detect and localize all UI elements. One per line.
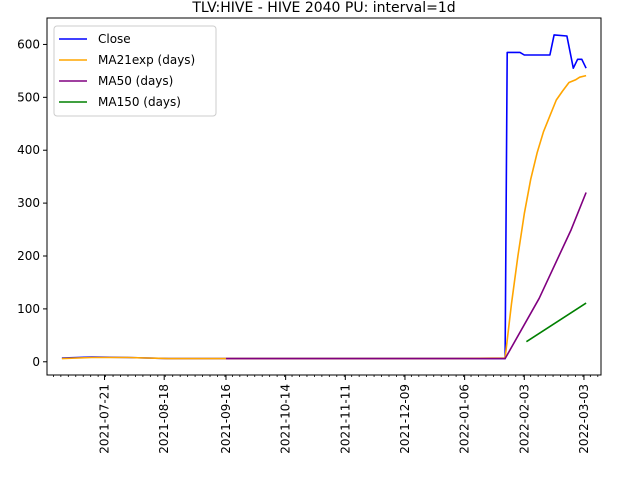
x-tick-label: 2021-12-09 [398,384,412,454]
y-tick-label: 100 [17,302,40,316]
legend-label: MA50 (days) [98,74,173,88]
plot-frame [46,17,602,376]
legend-box [53,25,217,117]
x-tick-label: 2022-03-03 [577,384,591,454]
y-tick-label: 0 [32,355,40,369]
x-tick-label: 2021-09-16 [219,384,233,454]
series-line-ma50 [226,192,587,360]
chart-title: TLV:HIVE - HIVE 2040 PU: interval=1d [191,0,455,16]
y-tick-label: 500 [17,90,40,104]
y-tick-label: 300 [17,196,40,210]
x-tick-label: 2022-01-06 [458,384,472,454]
x-axis: 2021-07-21 2021-08-18 2021-09-16 2021-10-14… [52,375,599,454]
x-tick-label: 2021-11-11 [338,384,352,454]
y-tick-label: 200 [17,249,40,263]
y-tick-label: 400 [17,143,40,157]
y-tick-label: 600 [17,37,40,51]
y-axis: 0 100 200 300 400 500 600 [17,37,47,369]
x-tick-label: 2022-02-03 [517,384,531,454]
legend-label: MA150 (days) [98,95,181,109]
x-tick-label: 2021-07-21 [98,384,112,454]
x-tick-label: 2021-08-18 [157,384,171,454]
legend: Close MA21exp (days) MA50 (days) MA150 (day… [53,25,217,117]
legend-label: MA21exp (days) [98,53,195,67]
series-line-ma21exp [61,74,587,360]
series-line-ma150 [525,302,587,343]
legend-label: Close [98,32,131,46]
x-tick-label: 2021-10-14 [279,384,293,454]
